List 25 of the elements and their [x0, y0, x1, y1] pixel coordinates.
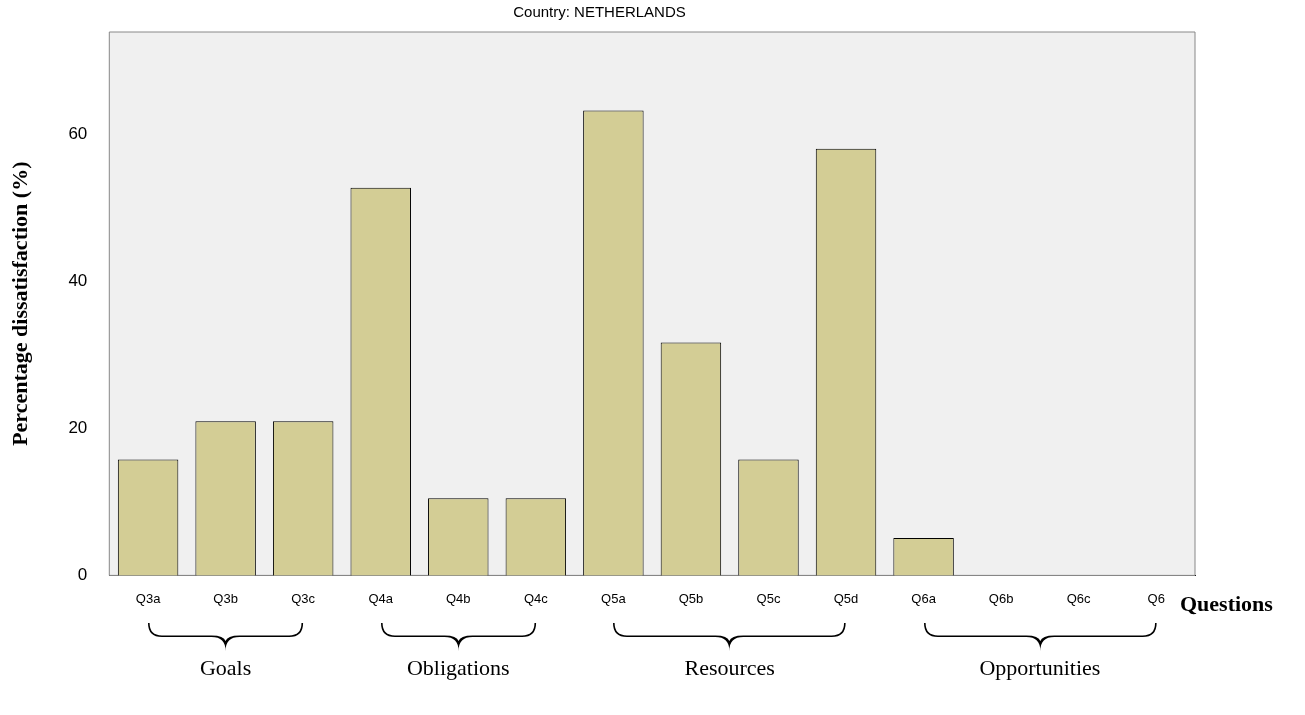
x-tick-label: Q5a	[601, 590, 627, 606]
y-tick-label: 40	[68, 271, 88, 291]
x-tick-label: Q6c	[1066, 590, 1092, 606]
y-tick-label: 0	[77, 565, 88, 585]
y-axis-title: Percentage dissatisfaction (%)	[6, 161, 32, 446]
x-tick-label: Q4b	[445, 590, 471, 606]
text: Resources	[684, 655, 775, 682]
text: Goals	[199, 655, 252, 682]
x-tick-label: Q4a	[368, 590, 394, 606]
x-tick-label: Q4c	[523, 590, 549, 606]
x-axis-title: Questions	[1180, 591, 1273, 618]
x-tick-label: Q3a	[135, 590, 162, 606]
chart-title: Country: NETHERLANDS	[513, 3, 686, 21]
x-tick-label: Q3b	[213, 590, 238, 606]
text: Obligations	[406, 655, 510, 682]
x-tick-label: Q6a	[911, 590, 937, 606]
x-tick-label: Q6	[1147, 590, 1165, 606]
y-tick-label: 60	[68, 124, 88, 144]
x-tick-label: Q5d	[833, 590, 859, 606]
x-tick-label: Q3c	[291, 590, 316, 606]
text: Opportunities	[979, 655, 1101, 682]
x-tick-label: Q6b	[988, 590, 1014, 606]
x-tick-label: Q5c	[756, 590, 781, 606]
y-tick-label: 20	[68, 418, 88, 438]
x-tick-label: Q5b	[678, 590, 704, 606]
